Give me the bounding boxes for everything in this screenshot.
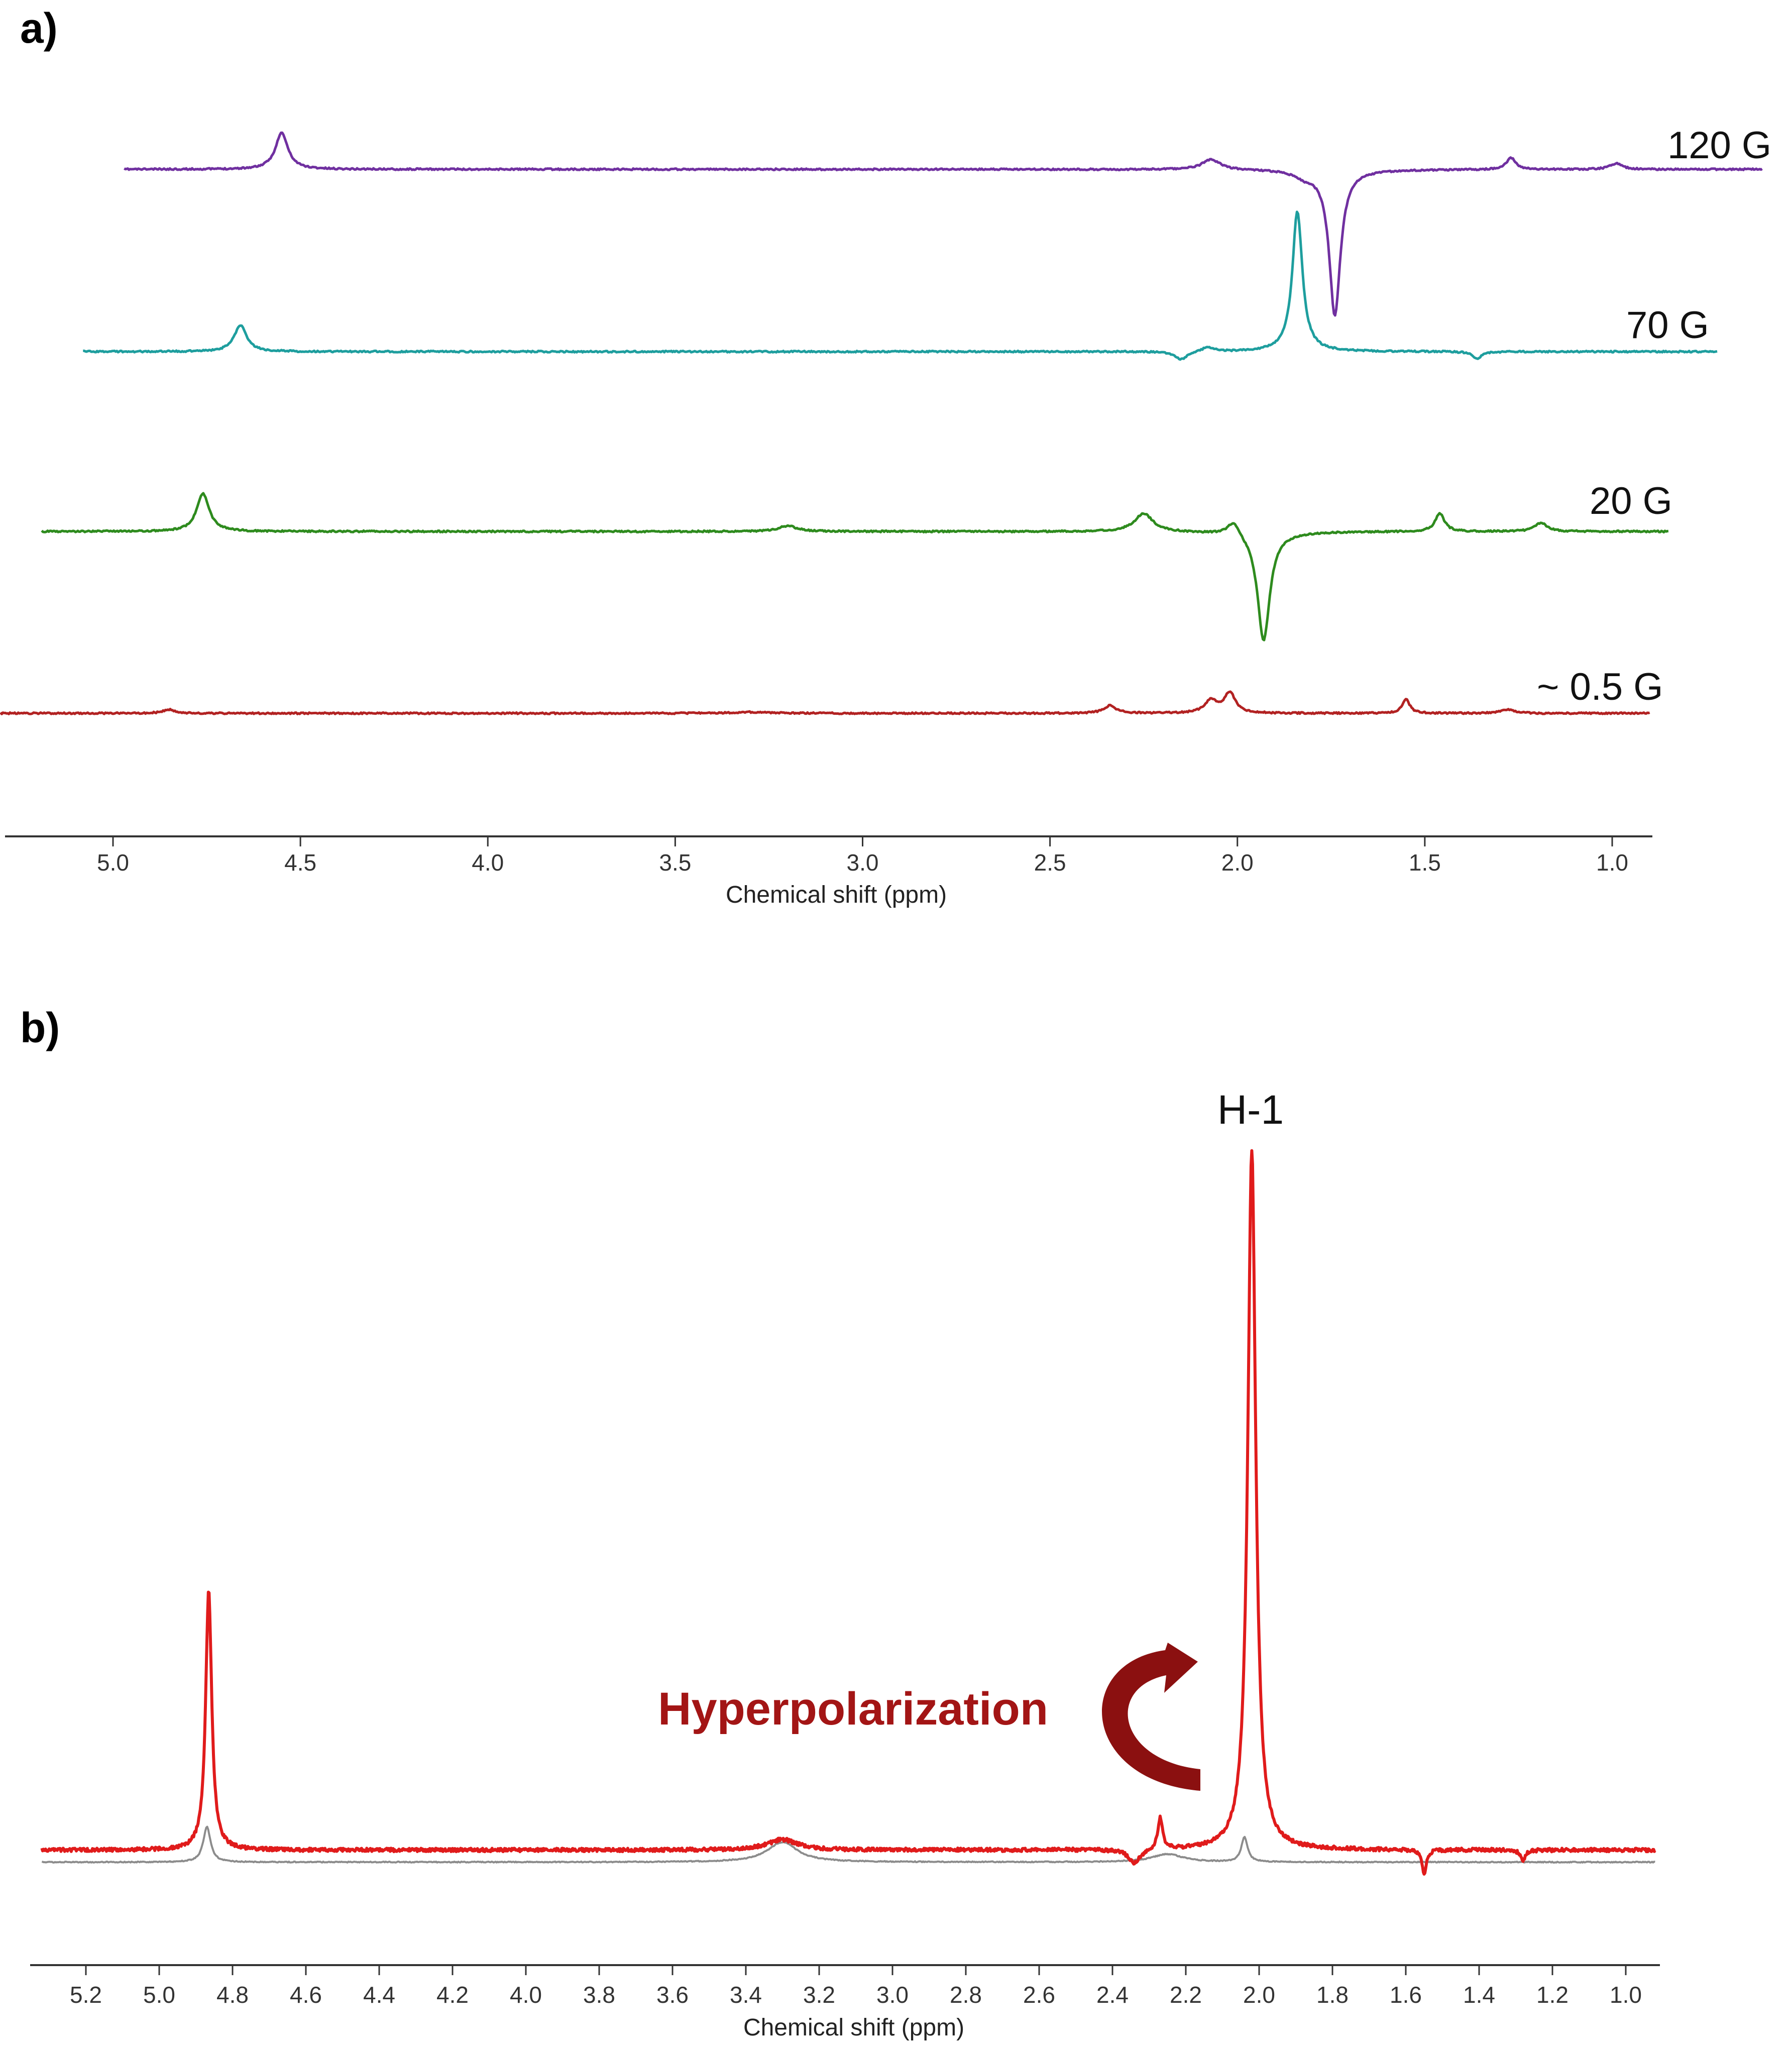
panel-b-tick-label: 4.0 <box>510 1982 542 2008</box>
hyperpolarization-arrow-icon <box>1102 1643 1200 1791</box>
panel-b-tick-label: 1.8 <box>1316 1982 1349 2008</box>
panel-b-x-axis-title: Chemical shift (ppm) <box>743 2014 964 2041</box>
panel-a-tick-label: 1.0 <box>1596 849 1628 876</box>
panel-b-tick-label: 1.0 <box>1610 1982 1642 2008</box>
spectrum-trace-4 <box>0 690 1650 715</box>
panel-a-spectra <box>0 131 1763 715</box>
panel-b-tick-label: 4.8 <box>216 1982 249 2008</box>
trace-label-70g: 70 G <box>1626 304 1709 347</box>
spectrum-trace-1 <box>124 131 1763 317</box>
panel-a-tick-label: 3.0 <box>847 849 879 876</box>
trace-label-0-5g: ~ 0.5 G <box>1537 666 1663 708</box>
panel-b-tick-label: 3.8 <box>583 1982 615 2008</box>
panel-b-tick-label: 2.2 <box>1170 1982 1202 2008</box>
panel-a-tick-label: 3.5 <box>659 849 691 876</box>
panel-a-tick-label: 2.0 <box>1221 849 1254 876</box>
trace-label-20g: 20 G <box>1590 480 1672 522</box>
panel-a-label: a) <box>20 5 58 52</box>
panel-b-tick-label: 3.0 <box>876 1982 909 2008</box>
panel-a-tick-label: 4.0 <box>472 849 504 876</box>
panel-b-tick-label: 1.4 <box>1463 1982 1495 2008</box>
hyperpolarization-label: Hyperpolarization <box>658 1683 1048 1735</box>
panel-a-tick-label: 5.0 <box>97 849 129 876</box>
panel-a-tick-label: 4.5 <box>284 849 316 876</box>
panel-a-ticks: 5.0 4.5 4.0 3.5 3.0 2.5 2.0 1.5 1.0 <box>97 836 1628 876</box>
hyperpolarized-spectrum-trace <box>40 1149 1656 1876</box>
panel-b-tick-label: 2.4 <box>1096 1982 1129 2008</box>
panel-b-tick-label: 3.4 <box>730 1982 762 2008</box>
panel-b-tick-label: 2.0 <box>1243 1982 1275 2008</box>
trace-label-120g: 120 G <box>1667 124 1771 167</box>
thermal-spectrum-trace <box>41 1825 1655 1864</box>
panel-b-tick-label: 4.2 <box>436 1982 469 2008</box>
panel-a-x-axis-title: Chemical shift (ppm) <box>726 882 947 908</box>
panel-b-tick-label: 2.6 <box>1023 1982 1055 2008</box>
h1-peak-label: H-1 <box>1217 1087 1284 1133</box>
panel-b-ticks: 5.2 5.0 4.8 4.6 4.4 4.2 4.0 3.8 3.6 3.4 3.2 3.0 2.8 2… <box>70 1965 1642 2008</box>
panel-b-tick-label: 4.4 <box>363 1982 395 2008</box>
panel-b-spectra <box>40 1149 1656 1876</box>
spectrum-trace-3 <box>41 492 1669 641</box>
panel-b-tick-label: 4.6 <box>290 1982 322 2008</box>
panel-b-tick-label: 1.2 <box>1536 1982 1569 2008</box>
panel-b-tick-label: 5.2 <box>70 1982 102 2008</box>
panel-b-tick-label: 3.2 <box>803 1982 835 2008</box>
panel-b-tick-label: 2.8 <box>950 1982 982 2008</box>
panel-a-tick-label: 2.5 <box>1034 849 1066 876</box>
panel-a-tick-label: 1.5 <box>1409 849 1441 876</box>
panel-b-label: b) <box>20 1004 60 1051</box>
panel-b-tick-label: 3.6 <box>656 1982 689 2008</box>
panel-b-tick-label: 5.0 <box>143 1982 175 2008</box>
panel-b-tick-label: 1.6 <box>1390 1982 1422 2008</box>
spectrum-trace-2 <box>83 210 1718 361</box>
